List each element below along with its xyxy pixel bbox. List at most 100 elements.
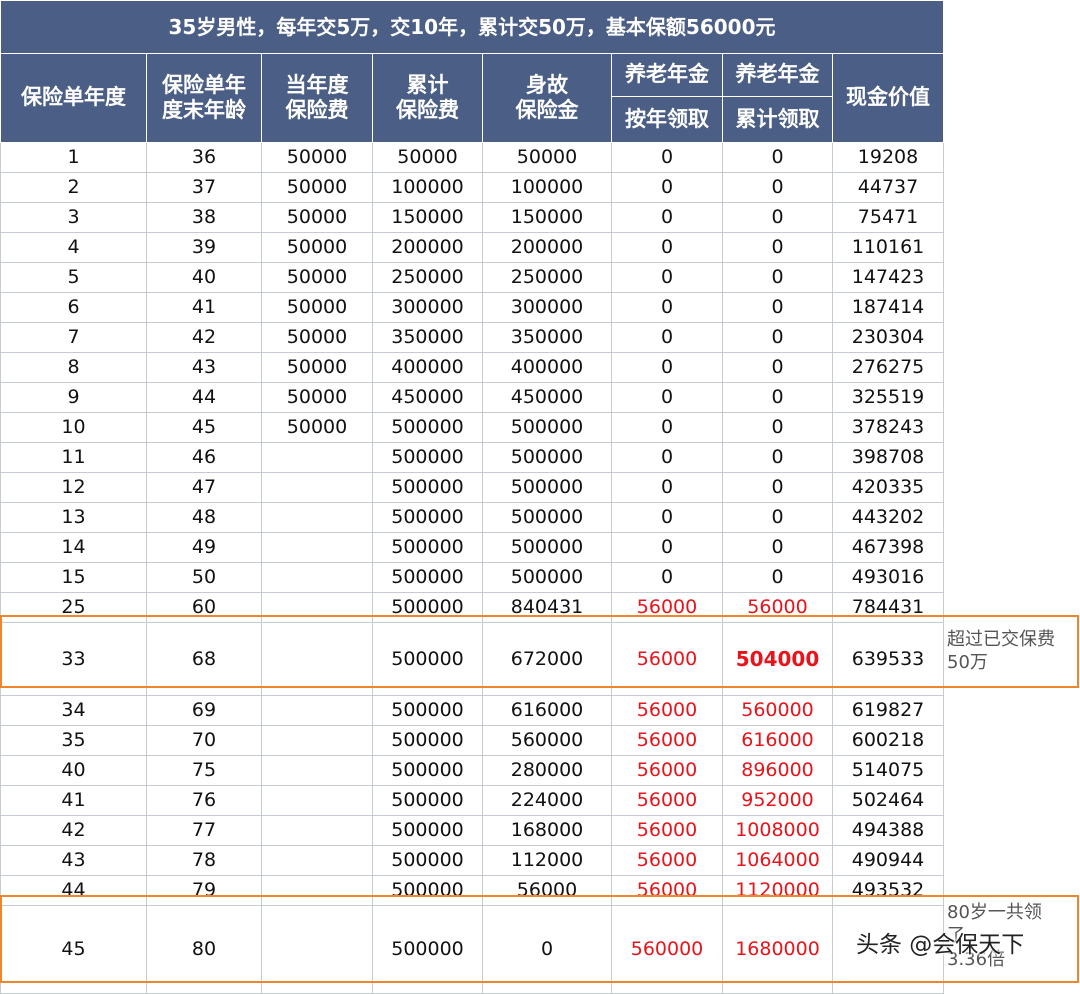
cell-annual-premium <box>261 695 373 726</box>
header-death-benefit: 身故 保险金 <box>482 53 612 143</box>
cell-annual-claim: 0 <box>611 202 723 233</box>
cell-age: 37 <box>146 172 262 203</box>
cell-annual-claim: 0 <box>611 502 723 533</box>
cell-age: 75 <box>146 755 262 786</box>
cell-policy-year: 35 <box>0 725 147 756</box>
cell-policy-year: 33 <box>0 622 147 696</box>
cell-annual-premium: 50000 <box>261 232 373 263</box>
cell-cash-value: 276275 <box>832 352 944 383</box>
cell-cumulative-premium: 500000 <box>372 502 483 533</box>
cell-annual-premium: 50000 <box>261 382 373 413</box>
cell-cumulative-claim: 0 <box>722 472 833 503</box>
cell-policy-year: 9 <box>0 382 147 413</box>
watermark: 头条 @会保天下 <box>856 932 1025 958</box>
cell-death-benefit: 350000 <box>482 322 612 353</box>
header-row-2: 按年领取 累计领取 <box>1 96 944 143</box>
cell-cumulative-claim: 1064000 <box>722 845 833 876</box>
cell-cash-value: 19208 <box>832 142 944 173</box>
table-row: 45 80 500000 0 560000 1680000 <box>0 905 944 994</box>
cell-annual-claim: 0 <box>611 352 723 383</box>
cell-policy-year: 44 <box>0 875 147 906</box>
cell-policy-year: 5 <box>0 262 147 293</box>
cell-cumulative-claim: 0 <box>722 172 833 203</box>
cell-cash-value: 44737 <box>832 172 944 203</box>
cell-annual-premium <box>261 905 373 994</box>
cell-cash-value: 490944 <box>832 845 944 876</box>
cell-cumulative-claim: 0 <box>722 502 833 533</box>
table-row: 12 47 500000 500000 0 0 420335 <box>0 472 944 503</box>
cell-age: 38 <box>146 202 262 233</box>
cell-age: 77 <box>146 815 262 846</box>
title-row: 35岁男性，每年交5万，交10年，累计交50万，基本保额56000元 <box>0 0 944 54</box>
cell-annual-claim: 56000 <box>611 845 723 876</box>
cell-cumulative-premium: 100000 <box>372 172 483 203</box>
cell-cash-value: 494388 <box>832 815 944 846</box>
cell-death-benefit: 616000 <box>482 695 612 726</box>
cell-cumulative-premium: 200000 <box>372 232 483 263</box>
table-title: 35岁男性，每年交5万，交10年，累计交50万，基本保额56000元 <box>0 0 944 54</box>
cell-age: 69 <box>146 695 262 726</box>
cell-policy-year: 15 <box>0 562 147 593</box>
cell-annual-premium <box>261 442 373 473</box>
cell-age: 45 <box>146 412 262 443</box>
cell-cumulative-claim: 0 <box>722 262 833 293</box>
cell-cumulative-premium: 50000 <box>372 142 483 173</box>
note-box-row-33 <box>944 615 1079 688</box>
cell-cumulative-premium: 500000 <box>372 695 483 726</box>
cell-cumulative-premium: 300000 <box>372 292 483 323</box>
cell-death-benefit: 224000 <box>482 785 612 816</box>
cell-age: 36 <box>146 142 262 173</box>
cell-annual-claim: 560000 <box>611 905 723 994</box>
cell-cumulative-premium: 500000 <box>372 845 483 876</box>
cell-cumulative-premium: 500000 <box>372 442 483 473</box>
cell-policy-year: 10 <box>0 412 147 443</box>
cell-cumulative-claim: 1008000 <box>722 815 833 846</box>
table-row: 4 39 50000 200000 200000 0 0 110161 <box>0 232 944 263</box>
table-row: 9 44 50000 450000 450000 0 0 325519 <box>0 382 944 413</box>
cell-policy-year: 1 <box>0 142 147 173</box>
cell-death-benefit: 200000 <box>482 232 612 263</box>
cell-cumulative-premium: 250000 <box>372 262 483 293</box>
cell-annual-claim: 56000 <box>611 725 723 756</box>
table-row: 40 75 500000 280000 56000 896000 514075 <box>0 755 944 786</box>
cell-cumulative-premium: 500000 <box>372 622 483 696</box>
cell-annual-premium <box>261 562 373 593</box>
cell-death-benefit: 500000 <box>482 562 612 593</box>
cell-cumulative-premium: 500000 <box>372 875 483 906</box>
cell-death-benefit: 560000 <box>482 725 612 756</box>
cell-annual-claim: 56000 <box>611 622 723 696</box>
table-row: 13 48 500000 500000 0 0 443202 <box>0 502 944 533</box>
cell-death-benefit: 56000 <box>482 875 612 906</box>
cell-age: 80 <box>146 905 262 994</box>
cell-annual-premium: 50000 <box>261 322 373 353</box>
cell-annual-claim: 56000 <box>611 875 723 906</box>
cell-cash-value: 110161 <box>832 232 944 263</box>
cell-cumulative-premium: 150000 <box>372 202 483 233</box>
table-row: 44 79 500000 56000 56000 1120000 493532 <box>0 875 944 906</box>
cell-policy-year: 41 <box>0 785 147 816</box>
header-annuity-group-2: 养老年金 <box>722 53 833 97</box>
cell-age: 44 <box>146 382 262 413</box>
cell-cumulative-claim: 1120000 <box>722 875 833 906</box>
cell-cash-value: 398708 <box>832 442 944 473</box>
header-policy-year: 保险单年度 <box>0 53 147 143</box>
cell-policy-year: 43 <box>0 845 147 876</box>
cell-cumulative-premium: 350000 <box>372 322 483 353</box>
cell-death-benefit: 450000 <box>482 382 612 413</box>
cell-cumulative-claim: 0 <box>722 412 833 443</box>
cell-death-benefit: 280000 <box>482 755 612 786</box>
cell-annual-claim: 0 <box>611 262 723 293</box>
header-annual-claim: 按年领取 <box>611 96 723 143</box>
cell-cash-value: 420335 <box>832 472 944 503</box>
table-row: 2 37 50000 100000 100000 0 0 44737 <box>0 172 944 203</box>
cell-policy-year: 2 <box>0 172 147 203</box>
note-row-33: 超过已交保费 50万 <box>947 629 1055 674</box>
cell-death-benefit: 300000 <box>482 292 612 323</box>
cell-cash-value: 187414 <box>832 292 944 323</box>
cell-policy-year: 13 <box>0 502 147 533</box>
cell-annual-premium: 50000 <box>261 412 373 443</box>
header-cash-value: 现金价值 <box>832 53 944 143</box>
table-row: 34 69 500000 616000 56000 560000 619827 <box>0 695 944 726</box>
cell-death-benefit: 500000 <box>482 472 612 503</box>
cell-policy-year: 34 <box>0 695 147 726</box>
